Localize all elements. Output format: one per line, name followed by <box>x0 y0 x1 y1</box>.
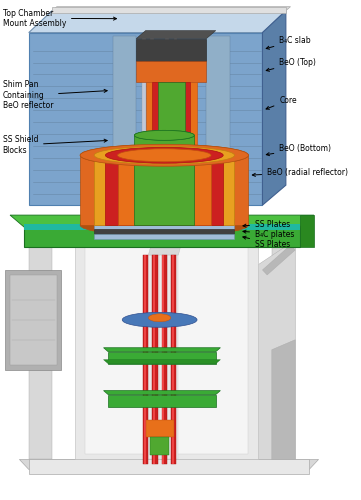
Polygon shape <box>29 230 52 460</box>
Bar <box>52 6 286 12</box>
Ellipse shape <box>134 130 194 140</box>
Bar <box>94 156 234 225</box>
Text: SS Plates: SS Plates <box>243 236 290 248</box>
Text: Shim Pan
Containing
BeO reflector: Shim Pan Containing BeO reflector <box>3 80 107 110</box>
Text: BeO (Bottom): BeO (Bottom) <box>266 144 331 156</box>
Bar <box>118 156 211 225</box>
Polygon shape <box>10 275 57 364</box>
Polygon shape <box>85 245 248 454</box>
Ellipse shape <box>122 312 197 328</box>
Bar <box>94 229 234 234</box>
Bar <box>94 234 234 239</box>
Bar <box>136 60 206 82</box>
Polygon shape <box>272 340 295 460</box>
Bar <box>158 82 185 148</box>
Polygon shape <box>206 36 230 205</box>
Ellipse shape <box>94 146 234 164</box>
Bar <box>161 255 167 464</box>
Bar <box>150 36 154 205</box>
Ellipse shape <box>118 149 211 162</box>
Ellipse shape <box>105 148 223 163</box>
Polygon shape <box>5 270 61 370</box>
Bar <box>145 420 174 438</box>
Bar <box>105 156 223 225</box>
Text: B₄C plates: B₄C plates <box>243 230 294 238</box>
Bar <box>108 394 216 406</box>
Bar <box>171 255 177 464</box>
Bar <box>174 36 177 205</box>
Ellipse shape <box>148 314 171 322</box>
Ellipse shape <box>80 214 248 236</box>
Polygon shape <box>52 6 291 10</box>
Bar <box>165 36 169 205</box>
Text: BeO (radial reflector): BeO (radial reflector) <box>252 168 348 176</box>
Polygon shape <box>75 235 258 460</box>
Polygon shape <box>104 390 221 394</box>
Polygon shape <box>148 248 180 255</box>
Bar <box>145 82 197 148</box>
Polygon shape <box>104 348 221 352</box>
Bar <box>29 460 309 474</box>
Polygon shape <box>262 10 286 205</box>
Polygon shape <box>29 10 286 32</box>
Bar <box>136 148 206 167</box>
Bar <box>94 223 234 229</box>
Bar <box>143 255 148 464</box>
Text: B₄C slab: B₄C slab <box>266 36 311 49</box>
Polygon shape <box>272 230 295 460</box>
Bar <box>24 227 300 247</box>
Bar <box>150 438 169 456</box>
Bar <box>148 255 160 460</box>
Bar <box>162 255 164 464</box>
Text: SS Plates: SS Plates <box>243 220 290 228</box>
Bar <box>134 136 194 225</box>
Polygon shape <box>136 30 216 38</box>
Polygon shape <box>262 245 295 275</box>
Bar <box>136 38 206 60</box>
Text: Top Chamber
Mount Assembly: Top Chamber Mount Assembly <box>3 8 117 28</box>
Bar <box>80 156 248 225</box>
Bar <box>108 352 216 364</box>
Ellipse shape <box>105 148 223 163</box>
Ellipse shape <box>80 144 248 166</box>
Polygon shape <box>29 32 262 205</box>
Bar <box>152 82 191 148</box>
Polygon shape <box>29 222 58 230</box>
Polygon shape <box>300 215 314 247</box>
Bar <box>153 255 155 464</box>
Polygon shape <box>113 36 136 205</box>
Bar <box>94 219 234 225</box>
Text: BeO (Top): BeO (Top) <box>266 58 316 71</box>
Text: SS Shield
Blocks: SS Shield Blocks <box>3 136 107 154</box>
Bar <box>144 255 145 464</box>
Ellipse shape <box>94 146 234 164</box>
Polygon shape <box>272 222 302 230</box>
Bar <box>142 36 145 205</box>
Polygon shape <box>19 460 318 469</box>
Polygon shape <box>258 240 295 460</box>
Ellipse shape <box>134 220 194 230</box>
Text: Core: Core <box>266 96 297 110</box>
Ellipse shape <box>118 149 211 162</box>
Polygon shape <box>104 360 221 364</box>
Bar <box>172 255 174 464</box>
Ellipse shape <box>134 130 194 140</box>
Bar <box>24 224 300 230</box>
Bar <box>152 255 158 464</box>
Bar <box>167 255 178 460</box>
Ellipse shape <box>80 144 248 166</box>
Polygon shape <box>10 215 314 227</box>
